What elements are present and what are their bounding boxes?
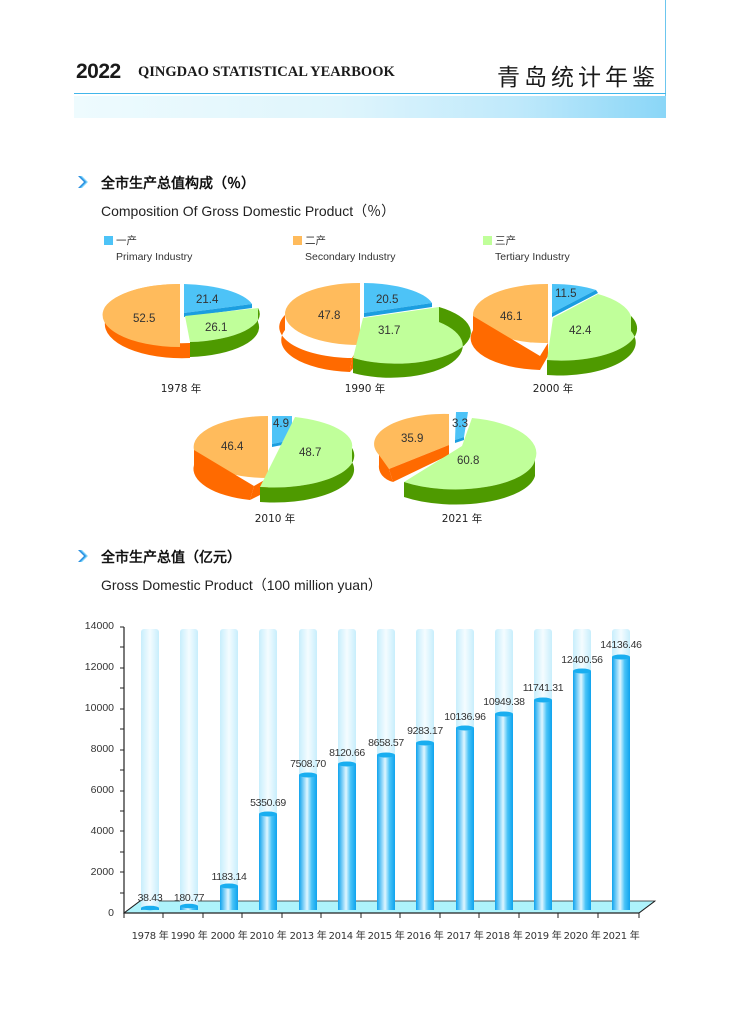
pie-2010-tertiary-label: 48.7 — [299, 447, 322, 459]
pie-2021-primary-label: 3.3 — [452, 418, 468, 430]
pie-2021-secondary-label: 35.9 — [401, 433, 424, 445]
x-tick-label: 2018 年 — [485, 931, 523, 942]
legend-secondary-cn: 二产 — [305, 235, 326, 247]
y-tick-label: 14000 — [84, 620, 114, 632]
chevron-right-icon — [78, 550, 88, 562]
yearbook-year: 2022 — [76, 60, 121, 83]
pie-2000-tertiary-label: 42.4 — [569, 325, 592, 337]
bar-value-label: 12400.56 — [561, 654, 603, 666]
pie-2010 — [193, 415, 355, 503]
x-tick-label: 1990 年 — [170, 931, 208, 942]
legend-secondary-en: Secondary Industry — [305, 251, 396, 263]
legend-swatch-primary — [104, 236, 113, 245]
pie-2000-year: 2000 年 — [532, 383, 574, 395]
pie-2021 — [374, 412, 537, 505]
legend-tertiary-en: Tertiary Industry — [495, 251, 570, 263]
legend-swatch-tertiary — [483, 236, 492, 245]
bar-value-label: 10136.96 — [444, 711, 486, 723]
chevron-right-icon — [78, 176, 88, 188]
section-title-en: Gross Domestic Product（100 million yuan） — [101, 577, 382, 593]
x-tick-label: 2015 年 — [367, 931, 405, 942]
pie-1978-year: 1978 年 — [160, 383, 202, 395]
x-tick-label: 2014 年 — [328, 931, 366, 942]
bar-value-label: 5350.69 — [250, 797, 286, 809]
header-gradient-band — [74, 96, 666, 118]
legend-primary-en: Primary Industry — [116, 251, 193, 263]
pie-1990-tertiary-label: 31.7 — [378, 325, 401, 337]
bar-value-label: 8658.57 — [368, 737, 404, 749]
bar-value-label: 8120.66 — [329, 747, 365, 759]
bar-value-label: 38.43 — [137, 892, 163, 904]
x-tick-label: 2019 年 — [524, 931, 562, 942]
y-tick-label: 6000 — [90, 784, 114, 796]
x-tick-label: 1978 年 — [131, 931, 169, 942]
x-tick-label: 2020 年 — [563, 931, 601, 942]
yearbook-title-en: QINGDAO STATISTICAL YEARBOOK — [138, 64, 395, 80]
bar-value-label: 9283.17 — [407, 725, 443, 737]
pie-2021-year: 2021 年 — [441, 513, 483, 525]
bar-value-label: 10949.38 — [483, 696, 525, 708]
bar-value-label: 7508.70 — [290, 758, 326, 770]
page-edge-line — [665, 0, 666, 118]
y-tick-label: 2000 — [90, 866, 114, 878]
bar-value-label: 14136.46 — [600, 639, 642, 651]
yearbook-title-cn: 青岛统计年鉴 — [497, 65, 659, 91]
pie-2010-year: 2010 年 — [254, 513, 296, 525]
x-tick-label: 2013 年 — [289, 931, 327, 942]
bar-value-label: 11741.31 — [522, 682, 564, 694]
pie-2021-tertiary-label: 60.8 — [457, 455, 480, 467]
legend-primary-cn: 一产 — [116, 235, 137, 247]
pie-1978-primary-label: 21.4 — [196, 294, 219, 306]
section-title-cn: 全市生产总值（亿元） — [101, 550, 241, 566]
pie-2000-primary-label: 11.5 — [555, 288, 577, 300]
section-title-cn: 全市生产总值构成（％） — [101, 176, 255, 192]
header-rule — [74, 93, 666, 94]
x-tick-label: 2000 年 — [210, 931, 248, 942]
x-tick-label: 2016 年 — [406, 931, 444, 942]
pie-charts — [102, 282, 638, 505]
pie-1978 — [102, 283, 260, 359]
y-tick-label: 8000 — [90, 743, 114, 755]
bar-value-label: 1183.14 — [211, 871, 247, 883]
pie-1990-primary-label: 20.5 — [376, 294, 399, 306]
gdp-bars — [141, 654, 630, 911]
pie-2010-primary-label: 4.9 — [273, 418, 289, 430]
gdp-bar-chart — [120, 626, 657, 918]
section-title-en: Composition Of Gross Domestic Product（％） — [101, 203, 396, 219]
y-tick-label: 12000 — [84, 661, 114, 673]
pie-1990 — [279, 282, 471, 378]
pie-2000-secondary-label: 46.1 — [500, 311, 523, 323]
pie-2010-secondary-label: 46.4 — [221, 441, 244, 453]
x-tick-label: 2010 年 — [249, 931, 287, 942]
legend-swatch-secondary — [293, 236, 302, 245]
x-tick-label: 2021 年 — [602, 931, 640, 942]
bar-value-label: 180.77 — [173, 892, 205, 904]
y-tick-label: 4000 — [90, 825, 114, 837]
x-tick-label: 2017 年 — [446, 931, 484, 942]
pie-1990-year: 1990 年 — [344, 383, 386, 395]
y-tick-label: 0 — [108, 907, 114, 919]
y-tick-label: 10000 — [84, 702, 114, 714]
pie-1978-secondary-label: 52.5 — [133, 313, 156, 325]
pie-1978-tertiary-label: 26.1 — [205, 322, 228, 334]
pie-2000 — [470, 283, 638, 376]
legend-tertiary-cn: 三产 — [495, 235, 516, 247]
pie-1990-secondary-label: 47.8 — [318, 310, 341, 322]
